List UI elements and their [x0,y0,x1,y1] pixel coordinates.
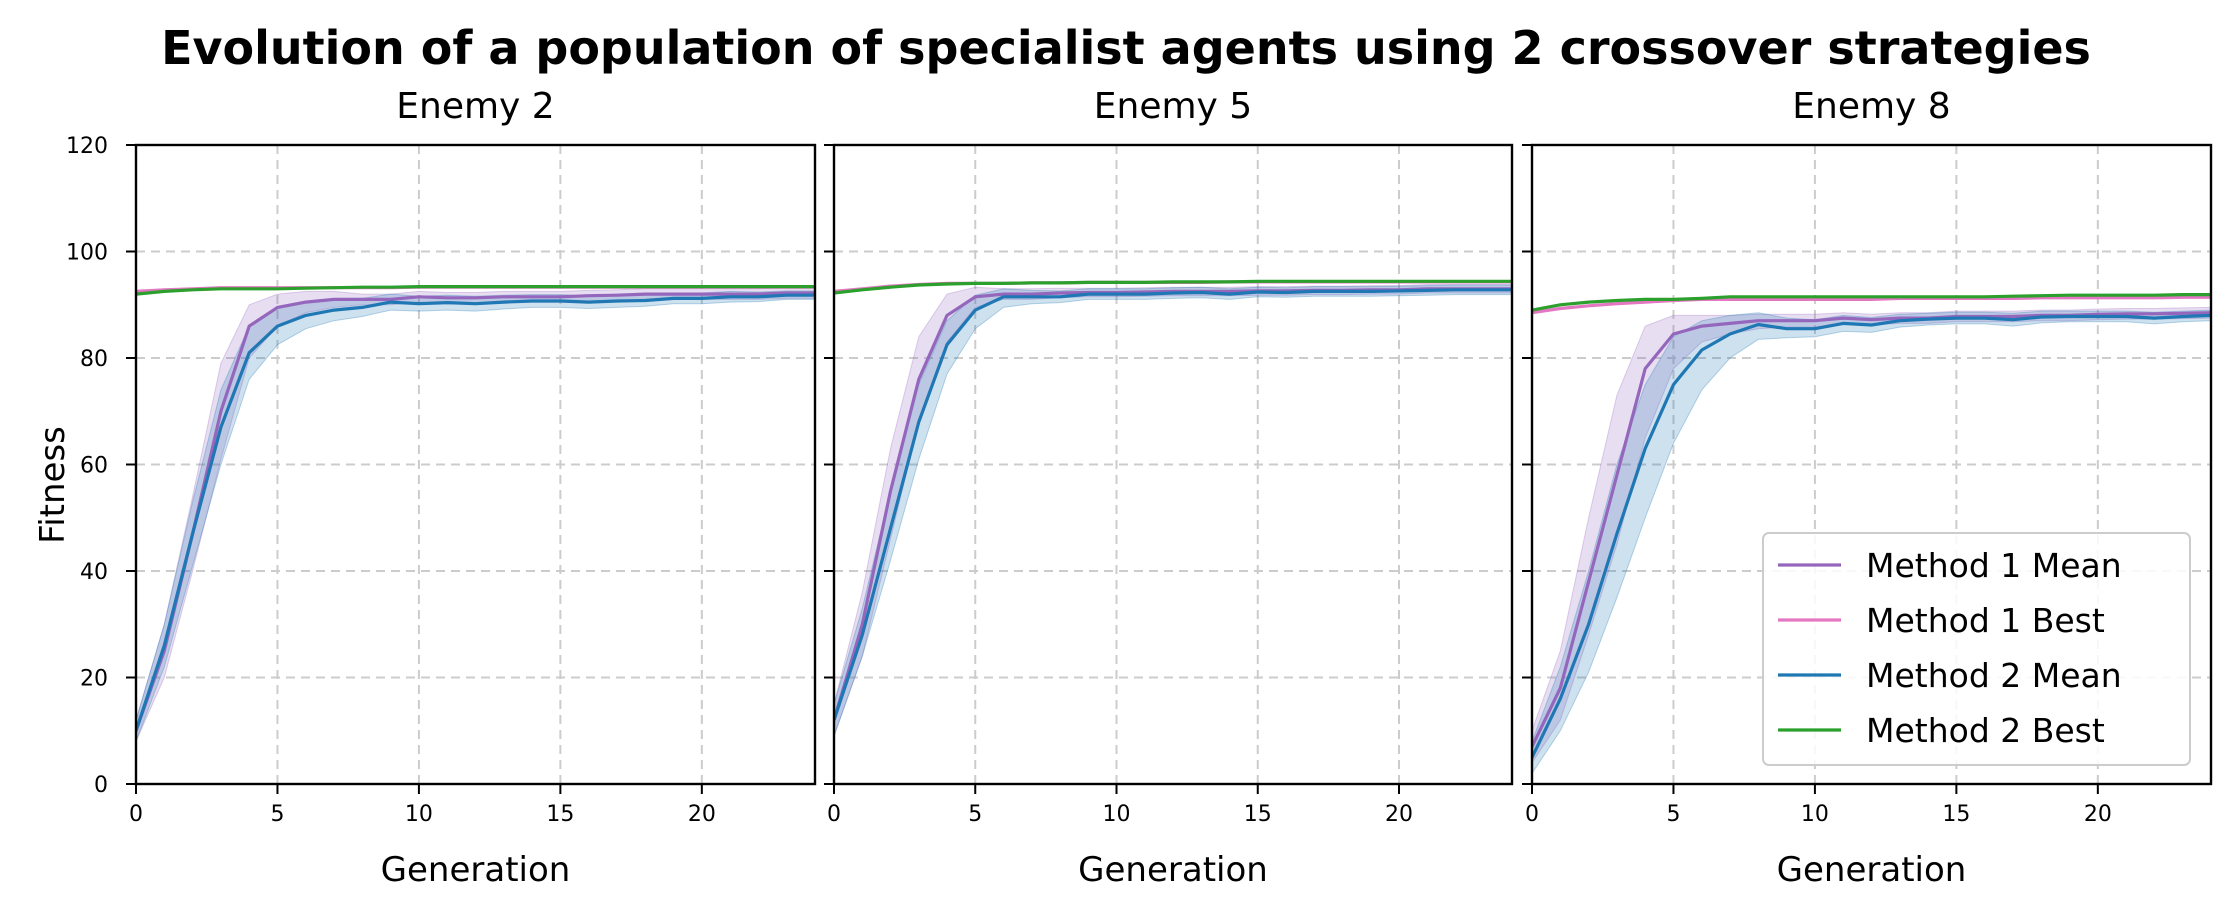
legend-entry-method-1-mean: Method 1 Mean [1778,546,2122,585]
panel-title: Enemy 2 [396,86,554,127]
y-tick-label: 80 [80,347,108,372]
x-tick-label: 10 [1103,802,1131,827]
x-tick-label: 20 [2084,802,2112,827]
figure-title: Evolution of a population of specialist … [161,21,2091,75]
y-tick-label: 100 [66,241,108,266]
legend-label: Method 2 Mean [1866,656,2122,695]
x-tick-label: 0 [827,802,841,827]
panel-enemy-8: 0 5 10 15 20 Enemy 8 Generation [1522,86,2213,890]
x-tick-label: 20 [1385,802,1413,827]
panel-title: Enemy 5 [1094,86,1252,127]
plot-area [136,285,815,742]
line-method-2-best [136,285,815,296]
line-method-2-mean [1532,313,2211,759]
legend: Method 1 Mean Method 1 Best Method 2 Mean M… [1762,532,2191,766]
y-tick-label: 0 [94,773,108,798]
x-tick-label: 5 [270,802,284,827]
x-axis-label: Generation [1777,850,1967,890]
panel-enemy-2: 0 5 10 15 20 0 20 40 60 80 100 120 Enemy 2 Generation [66,86,817,890]
x-tick-label: 5 [968,802,982,827]
x-tick-label: 15 [1244,802,1272,827]
band-method-1-mean [136,287,815,742]
line-method-2-best [1532,293,2211,312]
panel-title: Enemy 8 [1792,86,1950,127]
plot-area [1532,293,2211,775]
legend-entry-method-2-best: Method 2 Best [1778,711,2105,750]
legend-label: Method 1 Best [1866,601,2105,640]
line-method-2-mean [834,288,1512,721]
legend-label: Method 1 Mean [1866,546,2122,585]
x-axis-label: Generation [381,850,571,890]
band-method-1-mean [834,284,1512,737]
x-tick-label: 15 [546,802,574,827]
y-tick-label: 60 [80,454,108,479]
x-tick-label: 0 [129,802,143,827]
legend-box [1762,532,2191,766]
x-tick-label: 15 [1942,802,1970,827]
band-method-2-mean [834,284,1512,737]
y-tick-label: 40 [80,560,108,585]
x-tick-label: 10 [405,802,433,827]
x-axis-label: Generation [1078,850,1268,890]
legend-entry-method-1-best: Method 1 Best [1778,601,2105,640]
x-tick-label: 20 [688,802,716,827]
plot-area [834,279,1512,737]
y-tick-label: 120 [66,134,108,159]
line-method-1-best [1532,295,2211,315]
legend-entry-method-2-mean: Method 2 Mean [1778,656,2122,695]
line-method-2-best [834,279,1512,295]
x-tick-label: 5 [1666,802,1680,827]
line-method-1-mean [136,291,815,732]
y-axis-label: Fitness [33,426,73,544]
band-method-2-mean [1532,309,2211,775]
x-tick-label: 0 [1525,802,1539,827]
legend-label: Method 2 Best [1866,711,2105,750]
x-tick-label: 10 [1801,802,1829,827]
line-method-2-mean [136,293,815,732]
y-tick-label: 20 [80,667,108,692]
band-method-2-mean [136,290,815,742]
line-method-1-mean [1532,311,2211,748]
panel-enemy-5: 0 5 10 15 20 Enemy 5 Generation [824,86,1514,890]
